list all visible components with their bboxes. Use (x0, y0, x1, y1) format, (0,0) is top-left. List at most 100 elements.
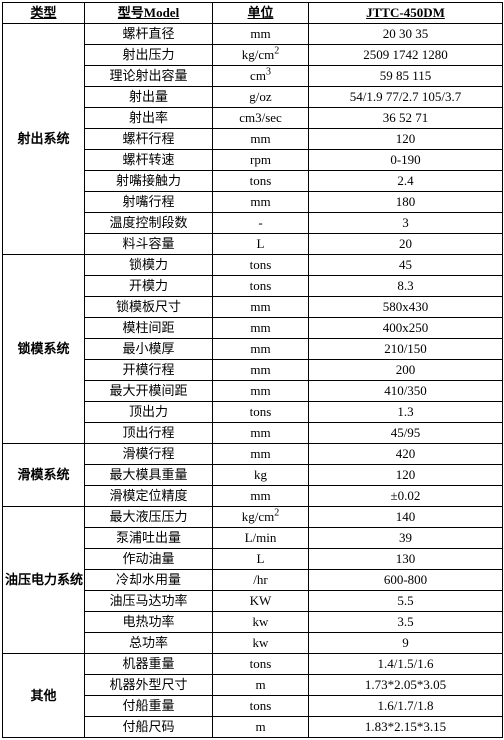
value-cell: 580x430 (309, 297, 503, 318)
value-cell: 1.83*2.15*3.15 (309, 717, 503, 738)
table-row: 射出系统螺杆直径mm20 30 35 (3, 24, 503, 45)
model-cell: 射出压力 (85, 45, 213, 66)
model-cell: 电热功率 (85, 612, 213, 633)
model-cell: 付船尺码 (85, 717, 213, 738)
model-cell: 机器重量 (85, 654, 213, 675)
model-cell: 锁模板尺寸 (85, 297, 213, 318)
value-cell: 210/150 (309, 339, 503, 360)
model-cell: 滑模定位精度 (85, 486, 213, 507)
model-cell: 顶出力 (85, 402, 213, 423)
unit-cell: tons (213, 696, 309, 717)
model-cell: 作动油量 (85, 549, 213, 570)
value-cell: 9 (309, 633, 503, 654)
model-cell: 顶出行程 (85, 423, 213, 444)
value-cell: 5.5 (309, 591, 503, 612)
value-cell: 180 (309, 192, 503, 213)
value-cell: 45 (309, 255, 503, 276)
unit-cell: mm (213, 381, 309, 402)
unit-cell: tons (213, 255, 309, 276)
unit-cell: mm (213, 297, 309, 318)
unit-cell: mm (213, 360, 309, 381)
category-cell: 射出系统 (3, 24, 85, 255)
unit-cell: mm (213, 444, 309, 465)
value-cell: 600-800 (309, 570, 503, 591)
value-cell: 140 (309, 507, 503, 528)
spec-table: 类型 型号Model 单位 JTTC-450DM 射出系统螺杆直径mm20 30… (2, 2, 503, 738)
table-row: 锁模系统锁模力tons45 (3, 255, 503, 276)
model-cell: 螺杆转速 (85, 150, 213, 171)
value-cell: 8.3 (309, 276, 503, 297)
header-value: JTTC-450DM (309, 3, 503, 24)
unit-cell: KW (213, 591, 309, 612)
header-unit: 单位 (213, 3, 309, 24)
unit-cell: - (213, 213, 309, 234)
value-cell: 0-190 (309, 150, 503, 171)
model-cell: 射出量 (85, 87, 213, 108)
header-category: 类型 (3, 3, 85, 24)
model-cell: 总功率 (85, 633, 213, 654)
header-model: 型号Model (85, 3, 213, 24)
model-cell: 锁模力 (85, 255, 213, 276)
value-cell: 200 (309, 360, 503, 381)
model-cell: 机器外型尺寸 (85, 675, 213, 696)
unit-cell: mm (213, 339, 309, 360)
unit-cell: mm (213, 24, 309, 45)
value-cell: 3 (309, 213, 503, 234)
value-cell: 1.4/1.5/1.6 (309, 654, 503, 675)
model-cell: 温度控制段数 (85, 213, 213, 234)
table-row: 油压电力系统最大液压压力kg/cm2140 (3, 507, 503, 528)
model-cell: 螺杆行程 (85, 129, 213, 150)
category-cell: 锁模系统 (3, 255, 85, 444)
unit-cell: mm (213, 318, 309, 339)
table-body: 射出系统螺杆直径mm20 30 35射出压力kg/cm22509 1742 12… (3, 24, 503, 738)
header-row: 类型 型号Model 单位 JTTC-450DM (3, 3, 503, 24)
model-cell: 理论射出容量 (85, 66, 213, 87)
unit-cell: mm (213, 192, 309, 213)
model-cell: 油压马达功率 (85, 591, 213, 612)
unit-cell: tons (213, 171, 309, 192)
unit-cell: kg/cm2 (213, 507, 309, 528)
category-cell: 油压电力系统 (3, 507, 85, 654)
unit-cell: cm3/sec (213, 108, 309, 129)
model-cell: 模柱间距 (85, 318, 213, 339)
unit-cell: mm (213, 423, 309, 444)
value-cell: 130 (309, 549, 503, 570)
model-cell: 开模行程 (85, 360, 213, 381)
value-cell: 2.4 (309, 171, 503, 192)
unit-cell: kg (213, 465, 309, 486)
unit-cell: rpm (213, 150, 309, 171)
unit-cell: tons (213, 402, 309, 423)
value-cell: 420 (309, 444, 503, 465)
category-cell: 滑模系统 (3, 444, 85, 507)
model-cell: 最大模具重量 (85, 465, 213, 486)
value-cell: ±0.02 (309, 486, 503, 507)
value-cell: 1.6/1.7/1.8 (309, 696, 503, 717)
unit-cell: L (213, 234, 309, 255)
value-cell: 400x250 (309, 318, 503, 339)
table-row: 其他机器重量tons1.4/1.5/1.6 (3, 654, 503, 675)
unit-cell: kw (213, 612, 309, 633)
model-cell: 最小模厚 (85, 339, 213, 360)
model-cell: 滑模行程 (85, 444, 213, 465)
model-cell: 开模力 (85, 276, 213, 297)
unit-cell: m (213, 717, 309, 738)
model-cell: 冷却水用量 (85, 570, 213, 591)
model-cell: 最大开模间距 (85, 381, 213, 402)
model-cell: 螺杆直径 (85, 24, 213, 45)
model-cell: 料斗容量 (85, 234, 213, 255)
unit-cell: L (213, 549, 309, 570)
unit-cell: L/min (213, 528, 309, 549)
unit-cell: kg/cm2 (213, 45, 309, 66)
unit-cell: /hr (213, 570, 309, 591)
unit-cell: m (213, 675, 309, 696)
unit-cell: tons (213, 654, 309, 675)
model-cell: 射嘴行程 (85, 192, 213, 213)
table-row: 滑模系统滑模行程mm420 (3, 444, 503, 465)
model-cell: 射嘴接触力 (85, 171, 213, 192)
model-cell: 射出率 (85, 108, 213, 129)
category-cell: 其他 (3, 654, 85, 738)
value-cell: 1.73*2.05*3.05 (309, 675, 503, 696)
value-cell: 54/1.9 77/2.7 105/3.7 (309, 87, 503, 108)
unit-cell: mm (213, 486, 309, 507)
value-cell: 3.5 (309, 612, 503, 633)
